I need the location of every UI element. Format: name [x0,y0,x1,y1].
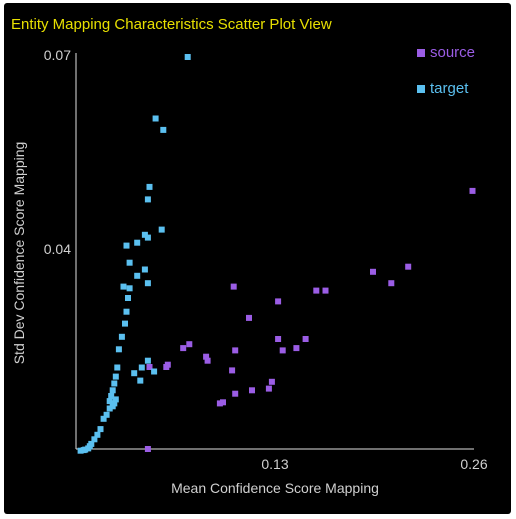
data-point-target[interactable] [145,280,151,286]
data-point-target[interactable] [113,374,119,380]
data-point-target[interactable] [134,240,140,246]
data-point-target[interactable] [111,381,117,387]
data-point-source[interactable] [217,400,223,406]
data-point-target[interactable] [121,284,127,290]
data-point-source[interactable] [388,280,394,286]
data-point-source[interactable] [323,288,329,294]
data-point-source[interactable] [275,298,281,304]
data-point-target[interactable] [134,273,140,279]
data-point-target[interactable] [101,416,107,422]
data-point-target[interactable] [107,398,113,404]
data-point-source[interactable] [145,446,151,452]
data-point-target[interactable] [137,378,143,384]
series-target [78,54,191,454]
data-point-source[interactable] [186,341,192,347]
y-tick-label: 0.04 [44,241,71,257]
legend-swatch-target [417,85,425,93]
data-point-target[interactable] [114,365,120,371]
data-point-source[interactable] [470,188,476,194]
legend-label-source: source [430,44,475,61]
data-point-target[interactable] [139,365,145,371]
series-source [145,188,476,452]
data-point-source[interactable] [205,358,211,364]
legend-label-target: target [430,80,469,97]
data-point-source[interactable] [370,269,376,275]
y-tick-label: 0.07 [44,47,71,63]
x-tick-label: 0.13 [261,456,288,472]
legend-swatch-source [417,49,425,57]
chart-title: Entity Mapping Characteristics Scatter P… [11,16,332,33]
data-point-source[interactable] [293,345,299,351]
data-point-target[interactable] [127,260,133,266]
data-point-target[interactable] [124,309,130,315]
data-point-target[interactable] [153,116,159,122]
data-point-source[interactable] [266,386,272,392]
data-point-source[interactable] [275,336,281,342]
data-point-target[interactable] [131,370,137,376]
data-point-target[interactable] [159,227,165,233]
data-point-target[interactable] [147,184,153,190]
data-point-target[interactable] [142,232,148,238]
data-point-source[interactable] [405,264,411,270]
data-point-target[interactable] [116,346,122,352]
data-point-source[interactable] [232,391,238,397]
data-point-target[interactable] [125,295,131,301]
data-point-target[interactable] [151,369,157,375]
data-point-target[interactable] [185,54,191,60]
data-point-target[interactable] [110,387,116,393]
chart-panel: Entity Mapping Characteristics Scatter P… [4,3,511,514]
data-point-source[interactable] [180,345,186,351]
data-point-source[interactable] [232,347,238,353]
data-point-target[interactable] [127,285,133,291]
data-point-target[interactable] [119,334,125,340]
data-point-target[interactable] [122,321,128,327]
x-tick-label: 0.26 [460,456,487,472]
data-point-source[interactable] [229,367,235,373]
data-point-source[interactable] [313,288,319,294]
scatter-chart: Entity Mapping Characteristics Scatter P… [4,3,511,514]
data-point-target[interactable] [142,267,148,273]
data-point-source[interactable] [269,379,275,385]
data-point-source[interactable] [249,387,255,393]
data-point-target[interactable] [107,406,113,412]
data-point-target[interactable] [145,196,151,202]
legend: source target [417,44,475,97]
data-point-source[interactable] [231,284,237,290]
data-point-target[interactable] [160,127,166,133]
data-point-target[interactable] [98,426,104,432]
data-point-source[interactable] [280,347,286,353]
data-point-source[interactable] [303,336,309,342]
data-points [78,54,476,454]
data-point-source[interactable] [163,364,169,370]
data-point-target[interactable] [145,358,151,364]
y-axis-label: Std Dev Confidence Score Mapping [11,142,27,365]
data-point-target[interactable] [124,243,130,249]
x-axis-label: Mean Confidence Score Mapping [171,480,379,496]
data-point-source[interactable] [246,315,252,321]
data-point-target[interactable] [78,448,84,454]
